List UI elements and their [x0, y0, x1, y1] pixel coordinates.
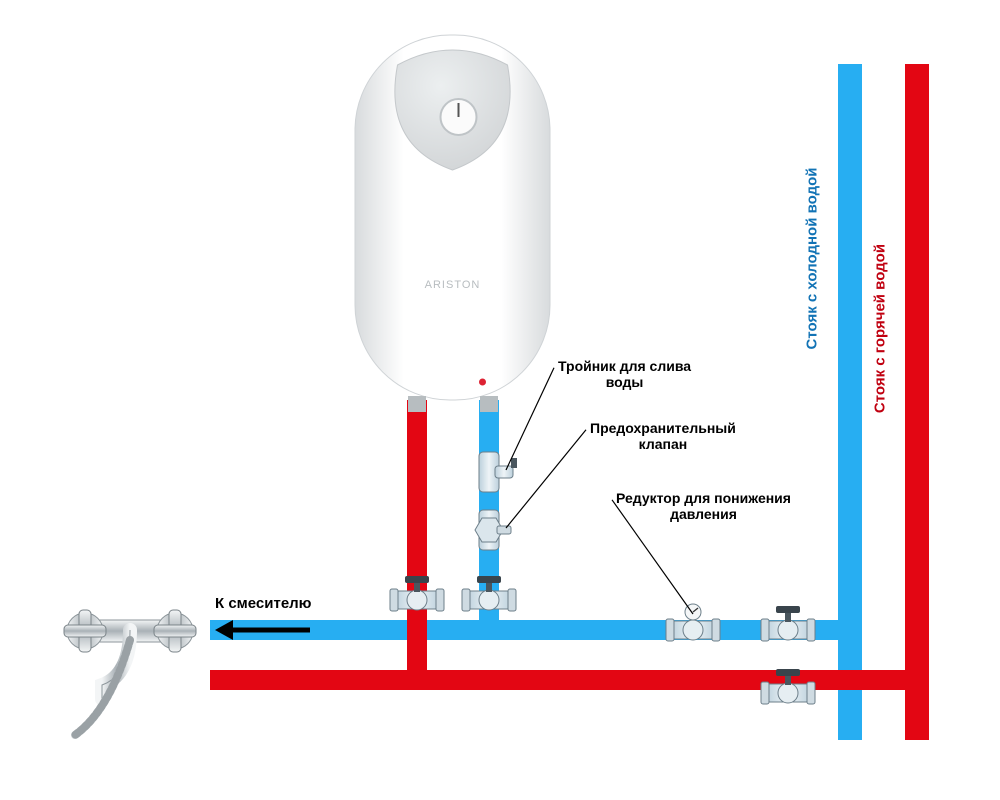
label-to-mixer: К смесителю: [215, 595, 312, 612]
hot-drop: [407, 400, 427, 690]
water-heater: ARISTON: [335, 25, 570, 420]
hot-riser: [905, 64, 929, 740]
mixer-faucet: [25, 540, 235, 760]
ball-cold: [444, 564, 534, 636]
svg-text:ARISTON: ARISTON: [425, 279, 481, 291]
label-reducer: Редуктор для понижениядавления: [616, 490, 791, 522]
label-safety: Предохранительныйклапан: [590, 420, 736, 452]
reducer: [648, 594, 738, 666]
safety-valve: [450, 488, 528, 572]
label-hot-riser: Стояк с горячей водой: [872, 209, 889, 449]
label-cold-riser: Стояк с холодной водой: [804, 139, 821, 379]
ball-cold-riser: [743, 594, 833, 666]
ball-hot-riser: [743, 657, 833, 729]
label-tee: Тройник для сливаводы: [558, 358, 691, 390]
diagram-stage: ARISTON: [0, 0, 1000, 800]
